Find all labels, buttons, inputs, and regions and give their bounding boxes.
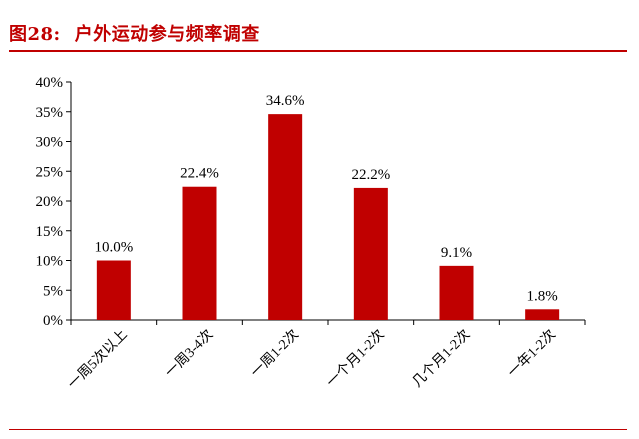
y-tick-label: 30% <box>36 135 64 151</box>
y-tick-label: 35% <box>36 105 64 121</box>
y-axis: 0% 5% 10% 15% 20% 25% 30% 35% 40% <box>36 75 72 329</box>
bar <box>353 187 388 320</box>
data-label: 9.1% <box>441 245 472 261</box>
bar <box>525 309 560 320</box>
x-tick-labels-group: 一周5次以上 一周3-4次 一周1-2次 一个月1-2次 几个月1-2次 一年1-2次 <box>65 327 559 393</box>
data-label: 22.2% <box>351 167 390 183</box>
figure-title: 户外运动参与频率调查 <box>74 24 260 45</box>
data-label: 10.0% <box>94 240 133 256</box>
y-tick-label: 20% <box>36 194 64 210</box>
bar <box>439 265 474 320</box>
x-tick-label: 一年1-2次 <box>505 327 559 381</box>
bar <box>268 114 303 320</box>
y-tick-label: 40% <box>36 75 64 91</box>
data-label: 1.8% <box>527 288 558 304</box>
header-rule <box>9 50 627 52</box>
data-label: 34.6% <box>266 93 305 109</box>
x-axis <box>70 319 586 325</box>
y-tick-label: 15% <box>36 224 64 240</box>
x-tick-label: 一个月1-2次 <box>324 327 388 391</box>
data-label: 22.4% <box>180 166 219 182</box>
figure-header: 图28: 户外运动参与频率调查 <box>0 0 639 52</box>
bar <box>96 260 131 320</box>
figure-number: 图28: <box>9 24 61 45</box>
y-tick-label: 25% <box>36 164 64 180</box>
y-tick-label: 5% <box>43 283 63 299</box>
x-tick-label: 一周5次以上 <box>65 327 131 393</box>
bars-group <box>96 114 560 320</box>
x-tick-label: 几个月1-2次 <box>409 327 473 391</box>
bar <box>182 186 217 320</box>
data-labels-group: 10.0% 22.4% 34.6% 22.2% 9.1% 1.8% <box>94 93 557 304</box>
y-tick-label: 10% <box>36 254 64 270</box>
figure-caption: 图28: 户外运动参与频率调查 <box>9 20 260 46</box>
y-tick-label: 0% <box>43 313 63 329</box>
x-tick-label: 一周1-2次 <box>248 327 302 381</box>
footer-rule <box>9 429 627 430</box>
x-tick-label: 一周3-4次 <box>162 327 216 381</box>
